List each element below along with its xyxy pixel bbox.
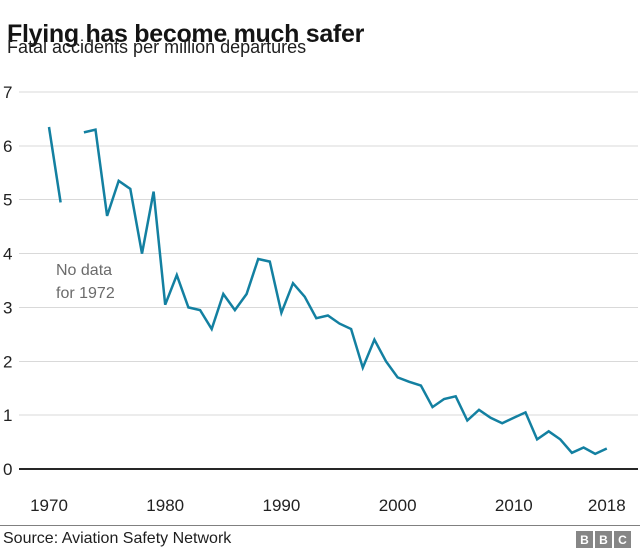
no-data-annotation-line2: for 1972 xyxy=(56,285,115,302)
bbc-logo-block-b2: B xyxy=(595,531,612,548)
no-data-annotation-line1: No data xyxy=(56,262,113,279)
bbc-logo-block-c: C xyxy=(614,531,631,548)
x-tick-label-1980: 1980 xyxy=(146,496,184,515)
source-credit: Source: Aviation Safety Network xyxy=(3,530,232,547)
y-tick-label-2: 2 xyxy=(3,352,12,371)
y-tick-label-6: 6 xyxy=(3,137,12,156)
y-tick-label-1: 1 xyxy=(3,406,12,425)
footer-divider xyxy=(0,525,640,526)
bbc-logo-block-b1: B xyxy=(576,531,593,548)
x-tick-label-1970: 1970 xyxy=(30,496,68,515)
data-line-segment-1 xyxy=(47,126,62,203)
bbc-logo: B B C xyxy=(576,531,631,548)
no-data-annotation: No data for 1972 xyxy=(56,259,115,305)
y-tick-label-4: 4 xyxy=(3,245,12,264)
x-tick-label-2018: 2018 xyxy=(588,496,626,515)
y-tick-label-3: 3 xyxy=(3,298,12,317)
x-tick-label-1990: 1990 xyxy=(263,496,301,515)
page-title: Flying has become much safer xyxy=(7,19,364,48)
chart-subtitle: Fatal accidents per million departures xyxy=(7,37,307,57)
y-tick-label-0: 0 xyxy=(3,460,12,479)
x-tick-label-2010: 2010 xyxy=(495,496,533,515)
data-line-segment-2 xyxy=(83,128,608,456)
y-tick-label-5: 5 xyxy=(3,191,12,210)
y-tick-label-7: 7 xyxy=(3,83,12,102)
x-tick-label-2000: 2000 xyxy=(379,496,417,515)
